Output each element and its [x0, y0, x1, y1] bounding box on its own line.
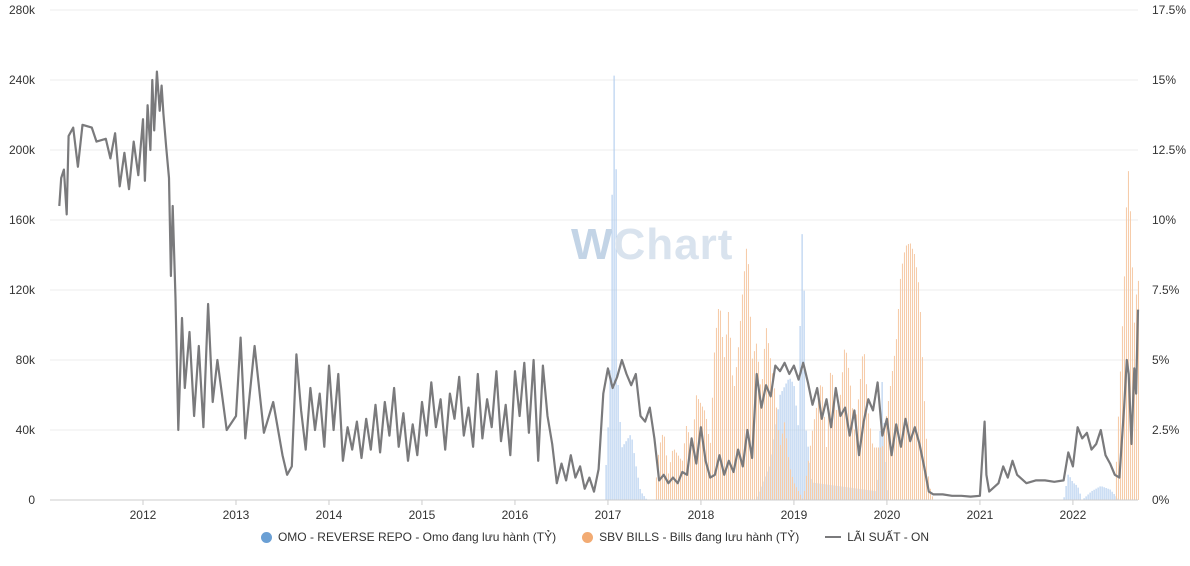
y-right-tick-label: 5% — [1152, 353, 1170, 367]
axes: 0 0% 40k 2.5% 80k 5% 120k 7.5% 160k 10% 200k 12.5% 2… — [9, 3, 1186, 522]
y-left-tick-label: 160k — [9, 213, 36, 227]
x-tick-label: 2016 — [502, 508, 529, 522]
x-tick-label: 2019 — [781, 508, 808, 522]
legend-item-omo[interactable]: OMO - REVERSE REPO - Omo đang lưu hành (… — [260, 530, 557, 544]
legend-marker-bills — [582, 531, 594, 543]
y-right-tick-label: 12.5% — [1152, 143, 1186, 157]
legend-marker-omo — [260, 531, 272, 543]
legend: OMO - REVERSE REPO - Omo đang lưu hành (… — [0, 530, 1190, 544]
legend-label-omo: OMO - REVERSE REPO - Omo đang lưu hành (… — [277, 530, 557, 544]
y-right-tick-label: 2.5% — [1152, 423, 1180, 437]
x-tick-label: 2020 — [874, 508, 901, 522]
y-left-tick-label: 0 — [28, 493, 35, 507]
y-left-tick-label: 240k — [9, 73, 36, 87]
y-left-tick-label: 200k — [9, 143, 36, 157]
legend-item-on-rate[interactable]: LÃI SUẤT - ON — [825, 530, 929, 544]
on-rate-line — [58, 70, 1140, 498]
legend-item-bills[interactable]: SBV BILLS - Bills đang lưu hành (TỶ) — [582, 530, 799, 544]
x-tick-label: 2014 — [316, 508, 343, 522]
x-tick-label: 2018 — [688, 508, 715, 522]
y-left-tick-label: 280k — [9, 3, 36, 17]
y-right-tick-label: 17.5% — [1152, 3, 1186, 17]
x-tick-label: 2021 — [967, 508, 994, 522]
x-tick-label: 2012 — [130, 508, 157, 522]
wichart-watermark: WChart — [571, 220, 734, 269]
gridlines — [50, 9, 1138, 501]
x-tick-label: 2015 — [409, 508, 436, 522]
legend-label-on-rate: LÃI SUẤT - ON — [847, 530, 930, 544]
chart: 0 0% 40k 2.5% 80k 5% 120k 7.5% 160k 10% 200k 12.5% 2… — [9, 3, 1186, 522]
on-rate-line-series — [58, 70, 1140, 498]
y-right-tick-label: 7.5% — [1152, 283, 1180, 297]
y-right-tick-label: 0% — [1152, 493, 1170, 507]
legend-marker-on-rate — [825, 536, 842, 538]
x-tick-label: 2013 — [223, 508, 250, 522]
y-right-tick-label: 10% — [1152, 213, 1176, 227]
x-tick-label: 2017 — [595, 508, 622, 522]
y-left-tick-label: 120k — [9, 283, 36, 297]
y-right-tick-label: 15% — [1152, 73, 1176, 87]
x-tick-label: 2022 — [1060, 508, 1087, 522]
y-left-tick-label: 40k — [16, 423, 36, 437]
legend-label-bills: SBV BILLS - Bills đang lưu hành (TỶ) — [599, 530, 800, 544]
y-left-tick-label: 80k — [16, 353, 36, 367]
